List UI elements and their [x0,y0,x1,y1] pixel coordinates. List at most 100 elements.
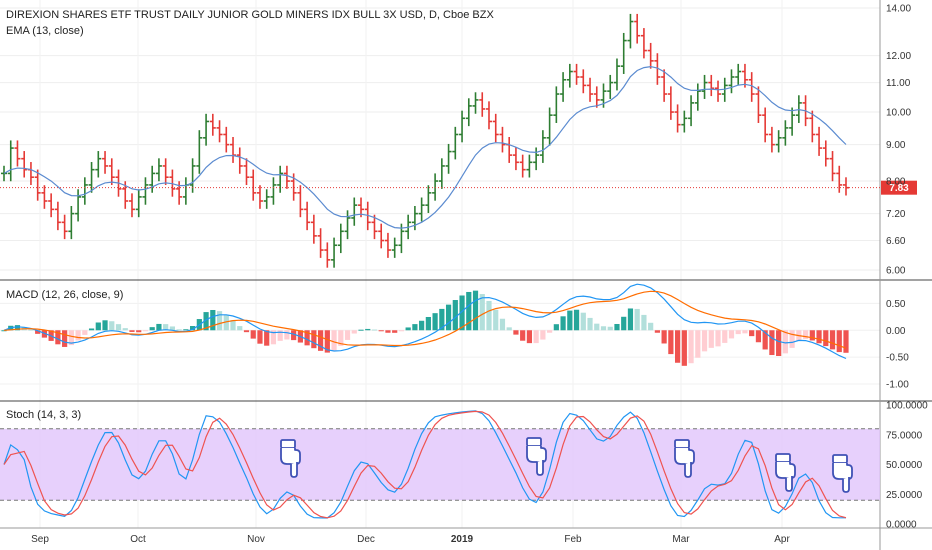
stoch-legend[interactable]: Stoch (14, 3, 3) [6,409,81,421]
macd-tick-label: -0.50 [886,353,909,364]
price-bar-up [560,72,567,102]
hand-down-icon [526,437,547,476]
price-bar-up [81,177,88,205]
price-bar-down [512,147,519,171]
macd-hist-bar [735,330,741,335]
macd-tick-label: -1.00 [886,379,909,390]
ema-line [3,65,847,229]
macd-hist-bar [176,329,182,331]
price-tick-label: 6.60 [886,236,906,247]
price-bar-down [667,86,674,120]
price-bar-up [337,223,344,254]
macd-hist-bar [250,330,256,339]
price-bar-up [203,113,210,146]
hand-finger [785,476,793,492]
macd-hist-bar [149,327,155,331]
price-bar-up [694,83,701,111]
hand-finger [684,462,692,478]
macd-hist-bar [573,309,580,331]
macd-hist-bar [776,330,782,357]
price-bar-down [384,232,391,258]
macd-hist-bar [136,330,142,333]
price-bar-down [762,107,769,143]
ema-legend[interactable]: EMA (13, close) [6,25,84,37]
macd-hist-bar [459,295,465,331]
stoch-tick-label: 50.0000 [886,460,923,471]
hand-markers [280,437,853,493]
macd-hist-bar [715,330,721,347]
price-bar-down [755,86,762,123]
macd-hist-bar [385,330,391,333]
macd-hist-bar [371,329,378,331]
price-bar-down [54,201,61,231]
macd-hist-bar [183,329,189,331]
macd-hist-bar [445,304,452,331]
macd-hist-bar [203,312,209,331]
price-tick-label: 9.00 [886,140,906,151]
hand-cuff [280,439,296,449]
macd-hist-bar [499,318,506,331]
macd-hist-bar [122,328,128,331]
price-bar-up [620,32,627,74]
price-bar-up [539,130,546,163]
macd-hist-bar [594,323,600,331]
stoch-k-line [3,410,846,519]
macd-hist-bar [540,330,546,340]
macd-hist-bar [701,330,708,352]
macd-hist-bar [782,330,788,354]
macd-hist-bar [338,330,344,346]
macd-hist-bar [728,330,735,339]
hand-down-icon [775,453,796,492]
macd-hist-bar [398,330,405,332]
macd-hist-bar [695,330,701,358]
macd-hist-bar [291,330,297,341]
time-axis-labels[interactable]: Sep Oct Nov Dec 2019 Feb Mar Apr [31,534,790,545]
time-tick-label: Nov [247,534,265,545]
macd-hist-bar [82,330,88,335]
price-bar-down [102,151,109,174]
price-bar-down [283,165,290,189]
macd-hist-bar [661,330,667,344]
price-tick-label: 12.00 [886,51,911,62]
price-bar-down [647,42,654,69]
price-tick-label: 7.20 [886,209,906,220]
price-bar-down [236,147,243,174]
price-bar-down [573,63,580,85]
time-tick-label: Apr [774,534,790,545]
macd-hist-bar [587,317,593,331]
macd-pane[interactable] [0,281,880,401]
macd-hist-bar [344,330,351,340]
time-tick-label: Oct [130,534,146,545]
macd-hist-bar [836,330,842,353]
price-bar-up [88,162,95,193]
price-bar-down [256,185,263,209]
price-bar-up [277,165,284,193]
price-bar-up [189,158,196,193]
price-bar-down [768,126,775,153]
price-bar-down [654,53,661,85]
price-bar-down [324,242,331,268]
signal-line [3,290,847,349]
macd-legend[interactable]: MACD (12, 26, close, 9) [6,289,123,301]
price-bar-up [782,120,789,146]
price-bar-up [613,58,620,91]
price-bar-up [607,74,614,99]
macd-hist-bar [614,323,620,331]
macd-hist-bar [755,330,762,343]
price-bar-up [149,165,156,193]
macd-hist-bar [425,316,431,331]
price-bar-down [587,77,594,102]
price-axis-labels[interactable]: 14.00 12.00 11.00 10.00 9.00 8.00 7.20 6.60 6.00… [886,4,928,531]
price-bar-down [816,126,823,156]
price-bar-down [250,169,257,201]
chart-title: DIREXION SHARES ETF TRUST DAILY JUNIOR G… [6,9,494,21]
macd-hist-bar [668,330,674,355]
hand-down-icon [280,439,301,478]
macd-hist-bar [722,330,728,343]
macd-hist-bar [223,314,229,331]
price-bar-up [445,143,452,174]
price-bar-down [708,74,715,97]
price-pane[interactable] [0,0,880,280]
price-bar-down [479,92,486,117]
